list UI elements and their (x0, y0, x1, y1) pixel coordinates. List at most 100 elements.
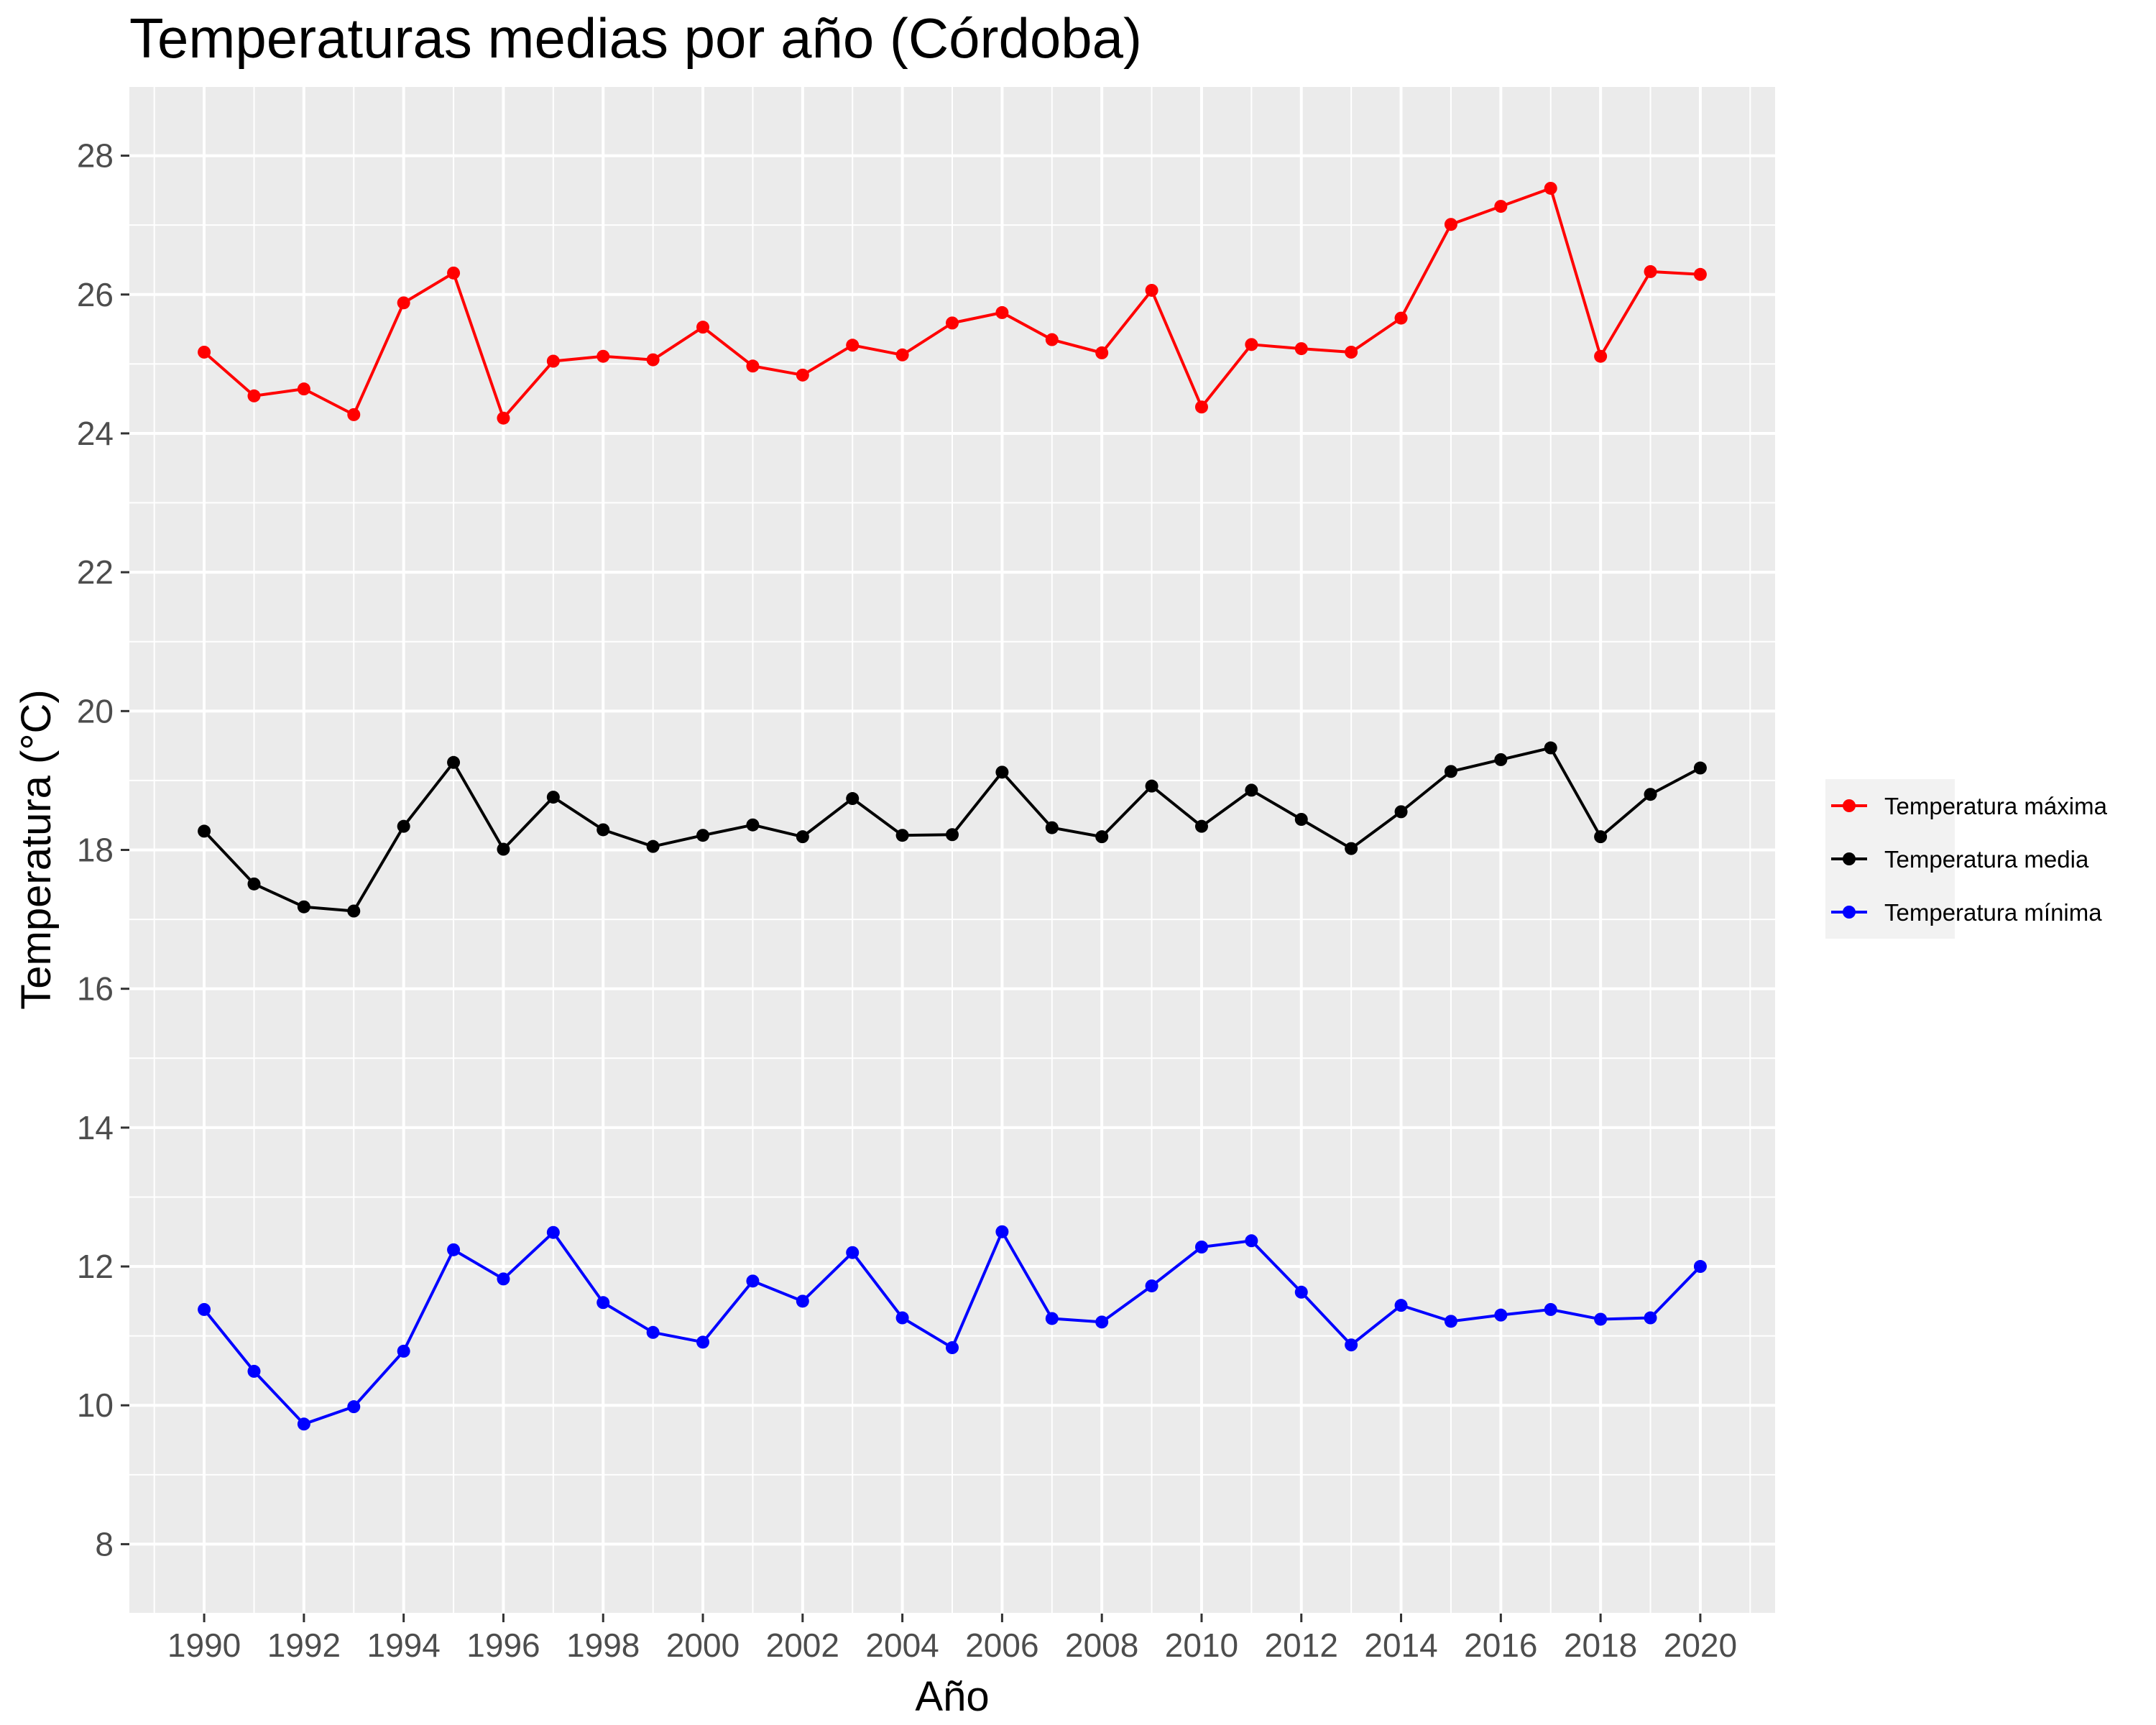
data-point (1394, 805, 1408, 819)
data-point (347, 1400, 361, 1414)
data-point (1394, 311, 1408, 325)
data-point (1594, 830, 1608, 844)
data-point (796, 368, 809, 382)
data-point (946, 316, 959, 330)
y-axis: 8 10 12 14 16 18 20 22 24 26 28 (77, 137, 129, 1563)
data-point (1444, 218, 1457, 231)
data-point (1693, 1260, 1707, 1274)
legend-label: Temperatura media (1884, 846, 2089, 873)
y-tick-label: 12 (77, 1248, 114, 1285)
series-layer (198, 181, 1707, 1431)
data-point (1544, 1302, 1557, 1316)
data-point (1594, 1312, 1608, 1326)
data-point (1045, 821, 1059, 834)
data-point (297, 382, 310, 396)
data-point (447, 1243, 461, 1256)
data-point (447, 266, 461, 280)
data-point (198, 1302, 211, 1316)
data-point (247, 389, 261, 402)
data-point (1145, 1279, 1158, 1293)
data-point (696, 321, 710, 334)
data-point (1345, 345, 1358, 359)
data-point (596, 349, 610, 363)
x-tick-label: 2006 (965, 1627, 1038, 1664)
y-tick-label: 16 (77, 970, 114, 1008)
data-point (347, 408, 361, 421)
x-tick-label: 1994 (367, 1627, 440, 1664)
data-point (846, 792, 860, 806)
data-point (1045, 1312, 1059, 1325)
data-point (1095, 346, 1109, 359)
x-tick-label: 2004 (865, 1627, 939, 1664)
data-point (1194, 819, 1208, 833)
data-point (1095, 830, 1109, 844)
data-point (1544, 181, 1557, 195)
legend-label: Temperatura máxima (1884, 793, 2108, 819)
data-point (696, 1335, 710, 1349)
y-axis-title: Temperatura (°C) (13, 689, 60, 1009)
data-point (1644, 788, 1657, 801)
x-tick-label: 2000 (666, 1627, 740, 1664)
y-tick-label: 20 (77, 692, 114, 730)
data-point (995, 305, 1009, 319)
data-point (347, 904, 361, 918)
data-point (796, 1294, 809, 1308)
data-point (497, 842, 510, 856)
data-point (995, 1225, 1009, 1238)
data-point (846, 1246, 860, 1259)
data-point (1145, 779, 1158, 793)
y-tick-label: 26 (77, 276, 114, 313)
y-tick-label: 22 (77, 553, 114, 591)
data-point (1045, 333, 1059, 346)
data-point (546, 1225, 560, 1239)
data-point (946, 1341, 959, 1355)
y-tick-label: 18 (77, 832, 114, 869)
data-point (1494, 1308, 1508, 1322)
data-point (746, 818, 760, 832)
data-point (1345, 842, 1358, 855)
data-point (1544, 741, 1557, 755)
data-point (1644, 264, 1657, 278)
data-point (1245, 338, 1258, 351)
data-point (1345, 1338, 1358, 1352)
data-point (1245, 783, 1258, 797)
data-point (1494, 753, 1508, 766)
data-point (1444, 1315, 1457, 1328)
data-point (397, 819, 410, 833)
data-point (1145, 283, 1158, 297)
legend-key-point (1843, 799, 1856, 812)
chart-title: Temperaturas medias por año (Córdoba) (129, 6, 1142, 70)
y-tick-label: 14 (77, 1109, 114, 1146)
data-point (696, 829, 710, 842)
data-point (247, 877, 261, 891)
x-tick-label: 1998 (566, 1627, 640, 1664)
data-point (1594, 349, 1608, 363)
x-tick-label: 2020 (1664, 1627, 1737, 1664)
data-point (746, 1274, 760, 1288)
data-point (1294, 813, 1308, 826)
data-point (1245, 1234, 1258, 1248)
data-point (546, 791, 560, 804)
data-point (1494, 200, 1508, 213)
x-tick-label: 2012 (1265, 1627, 1338, 1664)
data-point (497, 411, 510, 425)
data-point (497, 1272, 510, 1286)
data-point (596, 1296, 610, 1310)
data-point (895, 829, 909, 842)
x-tick-label: 2018 (1564, 1627, 1637, 1664)
x-tick-label: 2008 (1065, 1627, 1138, 1664)
data-point (1394, 1299, 1408, 1312)
data-point (1095, 1315, 1109, 1329)
data-point (1444, 765, 1457, 778)
x-tick-label: 2016 (1464, 1627, 1537, 1664)
data-point (397, 296, 410, 310)
data-point (297, 900, 310, 914)
data-point (946, 828, 959, 842)
y-tick-label: 24 (77, 415, 114, 452)
data-point (198, 345, 211, 359)
x-tick-label: 1990 (167, 1627, 241, 1664)
data-point (895, 348, 909, 362)
legend-key-point (1843, 906, 1856, 919)
data-point (1693, 267, 1707, 281)
